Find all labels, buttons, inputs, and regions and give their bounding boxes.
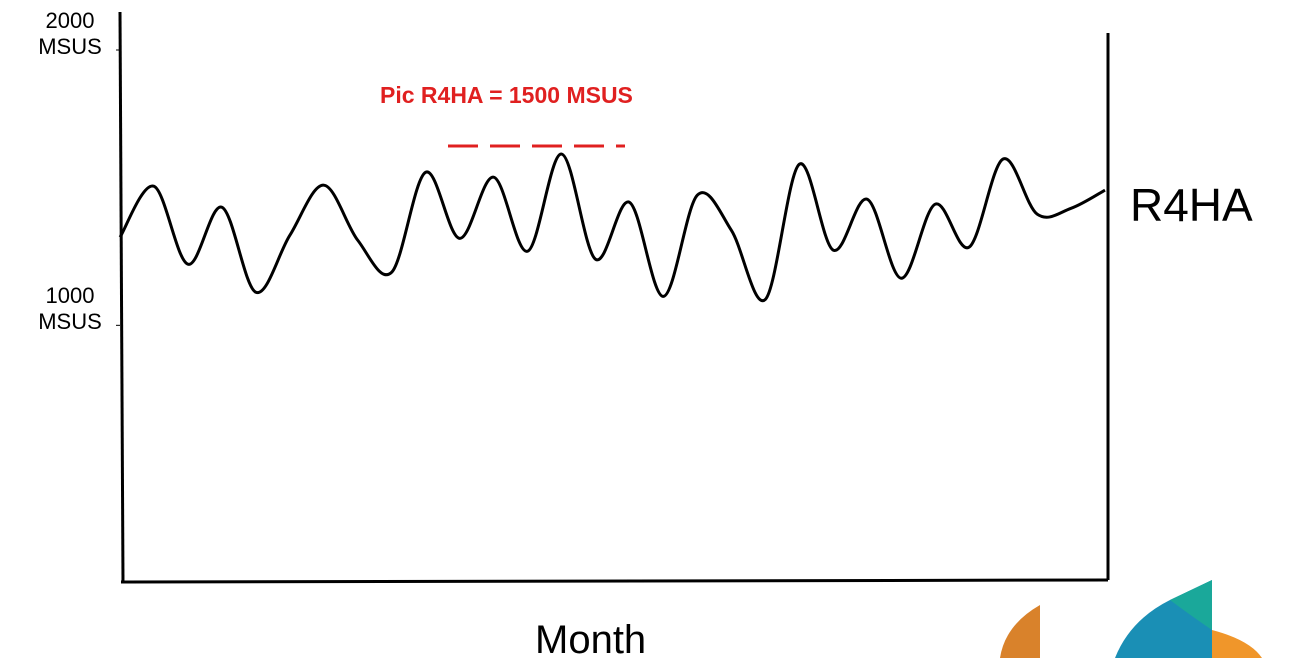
y-axis — [120, 12, 123, 583]
annotation: Pic R4HA = 1500 MSUS — [380, 82, 633, 109]
decoration — [1000, 580, 1262, 658]
y-tick-label: 2000 MSUS — [30, 8, 110, 60]
series-line — [120, 154, 1105, 301]
series-label: R4HA — [1130, 178, 1253, 232]
chart — [0, 0, 1303, 658]
x-axis-label: Month — [535, 618, 646, 663]
y-tick-label: 1000 MSUS — [30, 283, 110, 335]
x-axis — [121, 580, 1108, 582]
page: {"chart_data": {"type": "line", "annotat… — [0, 0, 1303, 658]
